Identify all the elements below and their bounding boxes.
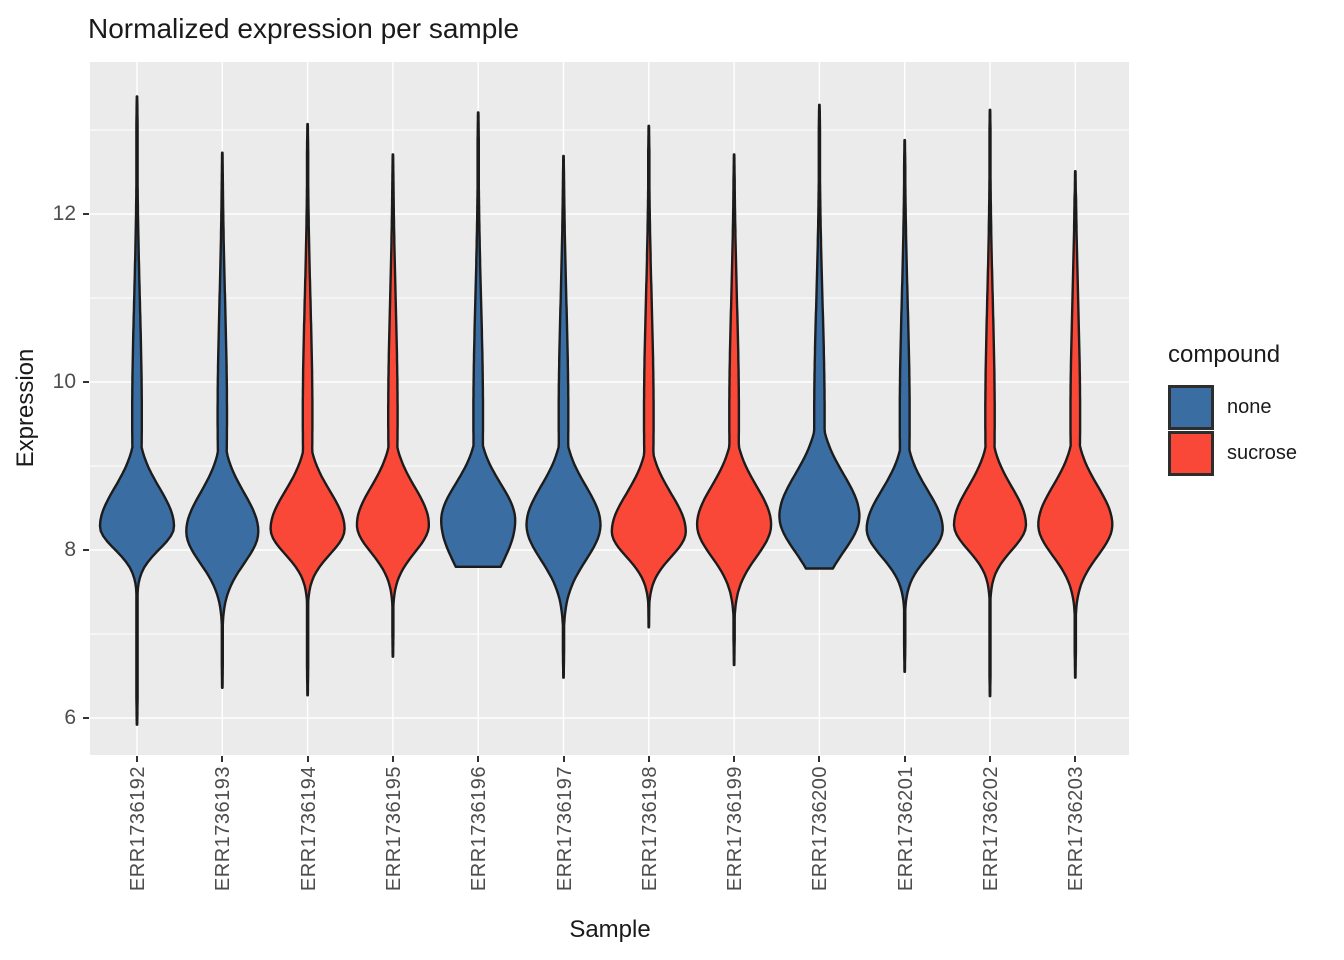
x-tick-mark-ERR1736199 <box>733 756 736 762</box>
x-tick-label-text: ERR1736194 <box>297 766 320 892</box>
legend-entry-sucrose: sucrose <box>1168 431 1297 476</box>
chart-title: Normalized expression per sample <box>88 13 520 44</box>
x-tick-mark-ERR1736195 <box>391 756 394 762</box>
x-tick-mark-ERR1736192 <box>136 756 138 762</box>
legend-title: compound <box>1168 341 1281 368</box>
x-tick-label-text: ERR1736203 <box>1065 766 1088 892</box>
x-tick-mark-ERR1736200 <box>818 756 821 762</box>
legend-label-sucrose: sucrose <box>1227 442 1298 464</box>
x-tick-label-ERR1736199: ERR1736199 <box>724 766 747 931</box>
panel-background <box>90 62 1129 755</box>
x-tick-mark-ERR1736194 <box>306 756 309 762</box>
violin-ERR1736194 <box>269 122 346 697</box>
x-tick-mark-ERR1736202 <box>989 756 991 762</box>
y-tick-mark-8 <box>83 549 89 551</box>
violin-ERR1736196 <box>440 111 517 568</box>
violin-ERR1736201 <box>865 138 944 673</box>
x-tick-mark-ERR1736197 <box>562 756 565 762</box>
x-axis-title: Sample <box>569 916 651 943</box>
x-tick-label-text: ERR1736198 <box>638 766 661 892</box>
x-tick-label-ERR1736195: ERR1736195 <box>382 766 405 931</box>
x-tick-label-text: ERR1736196 <box>468 766 491 892</box>
violin-ERR1736203 <box>1037 170 1114 679</box>
y-tick-label-12: 12 <box>52 202 76 225</box>
x-tick-label-ERR1736197: ERR1736197 <box>553 766 576 931</box>
violin-ERR1736192 <box>98 95 176 726</box>
violin-ERR1736198 <box>610 124 687 629</box>
x-tick-label-ERR1736203: ERR1736203 <box>1065 766 1088 931</box>
x-tick-mark-ERR1736196 <box>477 756 480 762</box>
legend-entry-none: none <box>1168 385 1297 430</box>
x-tick-label-ERR1736196: ERR1736196 <box>468 766 491 931</box>
x-tick-label-text: ERR1736201 <box>894 766 917 892</box>
y-tick-mark-12 <box>83 213 89 215</box>
x-tick-label-ERR1736192: ERR1736192 <box>127 766 149 931</box>
violin-ERR1736193 <box>185 151 260 689</box>
x-tick-mark-ERR1736201 <box>903 756 906 762</box>
x-tick-label-ERR1736194: ERR1736194 <box>297 766 320 931</box>
plot-panel-svg <box>90 62 1129 755</box>
x-tick-label-text: ERR1736200 <box>809 766 832 892</box>
x-tick-label-ERR1736198: ERR1736198 <box>638 766 661 931</box>
legend: compound none sucrose <box>1168 341 1297 477</box>
y-tick-mark-6 <box>83 717 89 719</box>
violin-ERR1736200 <box>778 103 861 570</box>
x-tick-mark-ERR1736193 <box>221 756 224 762</box>
y-tick-label-6: 6 <box>64 706 76 729</box>
y-tick-label-8: 8 <box>64 538 76 561</box>
x-tick-label-ERR1736201: ERR1736201 <box>894 766 917 931</box>
x-tick-mark-ERR1736203 <box>1074 756 1077 762</box>
violin-ERR1736195 <box>355 153 430 658</box>
x-tick-label-ERR1736200: ERR1736200 <box>809 766 832 931</box>
x-tick-label-text: ERR1736195 <box>382 766 405 892</box>
legend-swatch-sucrose <box>1168 431 1214 476</box>
x-tick-label-text: ERR1736202 <box>980 766 1002 892</box>
plot-panel <box>90 62 1129 755</box>
x-tick-label-ERR1736193: ERR1736193 <box>212 766 235 931</box>
violin-ERR1736202 <box>952 108 1028 698</box>
x-tick-label-text: ERR1736193 <box>212 766 235 892</box>
x-tick-mark-ERR1736198 <box>647 756 650 762</box>
x-tick-label-text: ERR1736192 <box>127 766 149 892</box>
violin-ERR1736197 <box>525 154 602 679</box>
x-tick-label-text: ERR1736197 <box>553 766 576 892</box>
y-tick-label-10: 10 <box>52 370 76 393</box>
violin-ERR1736199 <box>695 153 773 667</box>
x-tick-label-ERR1736202: ERR1736202 <box>980 766 1002 931</box>
x-tick-label-text: ERR1736199 <box>724 766 747 892</box>
legend-entries: none sucrose <box>1168 385 1297 476</box>
legend-swatch-none <box>1168 385 1214 430</box>
legend-label-none: none <box>1227 396 1272 418</box>
y-tick-mark-10 <box>83 381 89 383</box>
y-axis-title: Expression <box>12 348 39 468</box>
